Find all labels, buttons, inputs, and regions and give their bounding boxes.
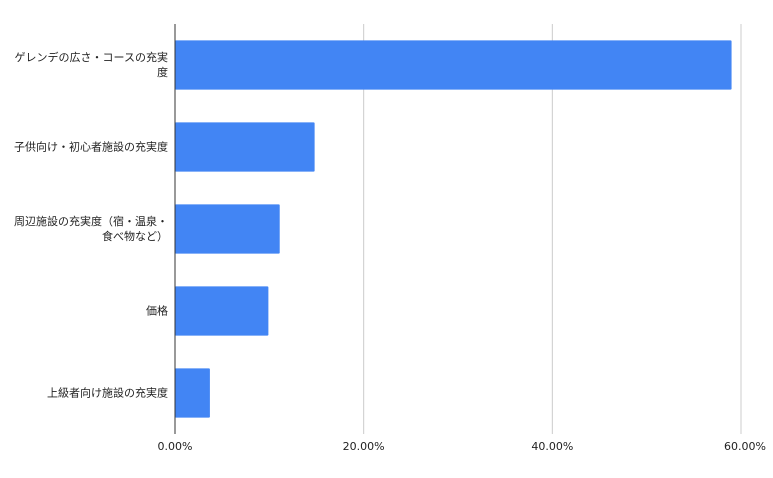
bar-4[interactable] <box>175 368 210 418</box>
category-label: 子供向け・初心者施設の充実度 <box>14 140 168 154</box>
bar-0[interactable] <box>175 40 732 90</box>
x-tick-label: 0.00% <box>157 440 193 453</box>
x-tick-label: 60.00% <box>724 440 766 453</box>
bar-1[interactable] <box>175 122 315 172</box>
x-tick-label: 20.00% <box>342 440 385 453</box>
category-label: 上級者向け施設の充実度 <box>47 386 168 400</box>
category-label: 価格 <box>146 304 168 318</box>
x-tick-label: 40.00% <box>531 440 574 453</box>
category-label: ゲレンデの広さ・コースの充実度 <box>14 51 168 79</box>
bar-2[interactable] <box>175 204 280 254</box>
category-label: 周辺施設の充実度（宿・温泉・食べ物など） <box>14 215 168 243</box>
bar-3[interactable] <box>175 286 269 336</box>
